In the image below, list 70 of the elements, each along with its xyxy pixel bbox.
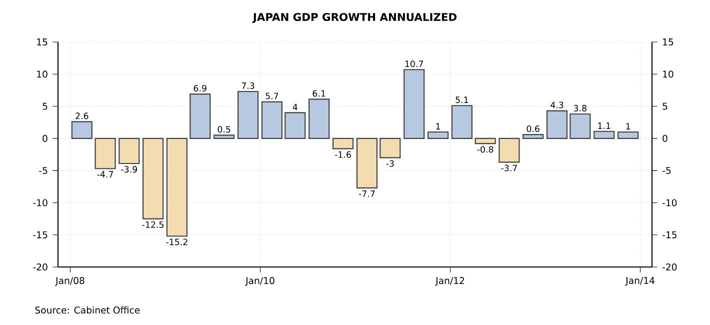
bar (118, 138, 140, 164)
bar (451, 105, 472, 139)
y2-tick-label: -15 (662, 231, 676, 238)
bar (166, 138, 188, 237)
data-label: 5.1 (456, 96, 468, 104)
bar (522, 134, 544, 139)
data-label: 0.6 (526, 126, 540, 132)
bar (214, 134, 235, 139)
bar (498, 138, 520, 163)
bar (71, 121, 92, 139)
data-label: 1 (436, 123, 440, 130)
y-tick-label: -20 (33, 263, 48, 271)
y2-tick-label: 5 (662, 102, 668, 110)
y2-tick-label: 0 (662, 134, 668, 142)
bar (404, 69, 425, 139)
data-label: 7.3 (242, 82, 254, 89)
bar (261, 101, 283, 139)
bar (618, 131, 639, 139)
y-tick-label: -5 (39, 167, 48, 174)
bar (190, 94, 211, 139)
bar (546, 110, 568, 139)
y-tick-label: -15 (33, 231, 48, 238)
data-label: 4.3 (550, 102, 564, 108)
data-label: -1.6 (334, 151, 351, 158)
x-tick-label: Jan/08 (55, 277, 84, 286)
y-tick-label: -10 (33, 199, 48, 206)
bar (308, 98, 330, 139)
y2-tick-label: -10 (662, 199, 677, 206)
bar (428, 131, 449, 139)
y-tick-label: 0 (42, 134, 48, 142)
bar (380, 138, 401, 158)
y-tick-label: 5 (42, 102, 48, 110)
y2-tick-label: -20 (662, 263, 677, 271)
data-label: 3.8 (574, 104, 586, 112)
source-note: Source: Cabinet Office (35, 306, 140, 314)
y2-tick-label: 10 (663, 70, 674, 78)
y2-tick-label: 15 (663, 38, 674, 46)
bar (356, 138, 378, 188)
data-label: 6.9 (194, 85, 206, 92)
bar (594, 130, 615, 139)
y2-tick-label: -5 (662, 167, 671, 174)
bar (142, 138, 164, 220)
bar (474, 138, 496, 144)
data-label: 1 (626, 123, 630, 130)
data-label: 6.1 (312, 90, 326, 97)
data-label: -4.7 (97, 171, 113, 178)
data-label: -3 (386, 160, 394, 167)
data-label: 10.7 (405, 60, 423, 68)
data-label: -12.5 (142, 221, 164, 228)
y-tick-label: 10 (37, 70, 48, 78)
x-tick-label: Jan/12 (435, 277, 464, 286)
chart-title: JAPAN GDP GROWTH ANNUALIZED (252, 12, 457, 24)
data-label: 0.5 (218, 126, 230, 133)
data-label: -0.8 (477, 146, 494, 153)
x-tick-label: Jan/10 (245, 277, 274, 286)
data-label: -7.7 (358, 190, 375, 197)
x-tick-label: Jan/14 (625, 277, 654, 286)
bar (570, 113, 591, 139)
data-label: 4 (292, 104, 298, 110)
data-label: 1.1 (598, 122, 610, 129)
data-label: -3.9 (121, 166, 137, 173)
data-label: 5.7 (266, 92, 278, 100)
bar (237, 90, 259, 139)
bar (94, 138, 116, 170)
data-label: -15.2 (166, 238, 188, 246)
data-label: 2.6 (76, 112, 88, 120)
bar (332, 138, 354, 150)
bar (284, 112, 306, 139)
data-label: -3.7 (501, 164, 517, 172)
y-tick-label: 15 (37, 38, 48, 46)
